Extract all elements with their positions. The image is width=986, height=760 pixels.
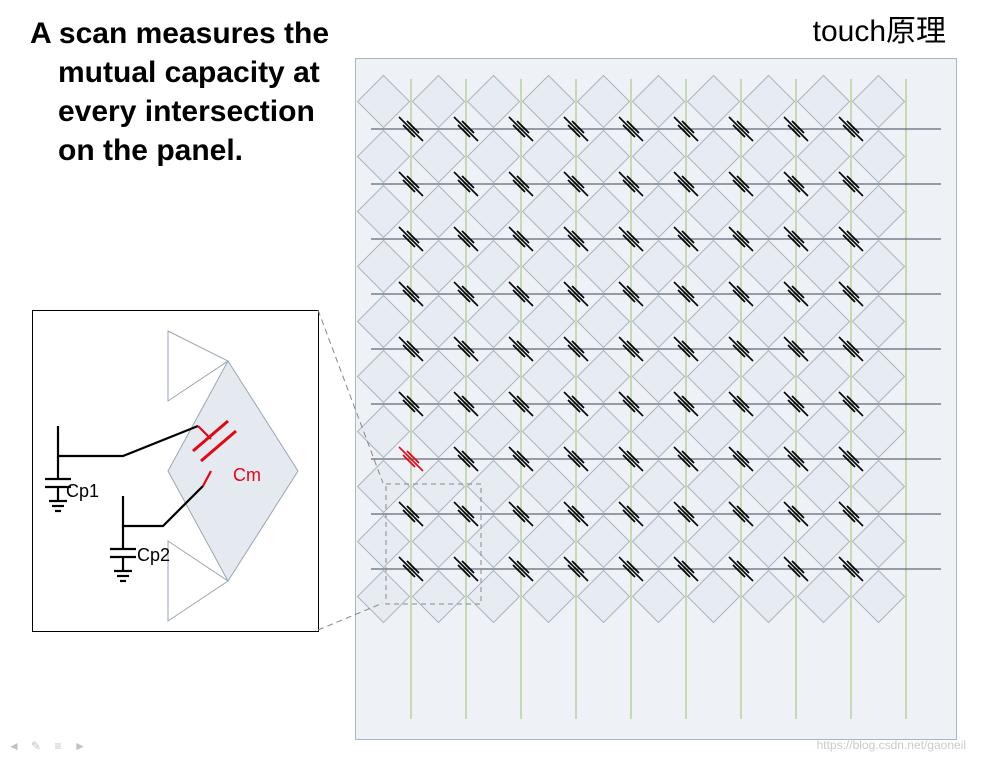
page-root: touch原理 A scan measures the mutual capac… [0, 0, 986, 760]
headline-line-3: every intersection [58, 92, 350, 131]
svg-text:Cp1: Cp1 [66, 481, 99, 501]
headline-line-1: A scan measures the [30, 14, 350, 53]
detail-svg: Cp1 Cp2 Cm [33, 311, 318, 631]
nav-list-icon[interactable]: ≡ [50, 738, 66, 754]
nav-edit-icon[interactable]: ✎ [28, 738, 44, 754]
nav-next-icon[interactable]: ► [72, 738, 88, 754]
headline-block: A scan measures the mutual capacity at e… [30, 14, 350, 170]
page-title-top-right: touch原理 [813, 6, 946, 50]
touch-panel [355, 58, 957, 740]
svg-text:Cp2: Cp2 [137, 545, 170, 565]
nav-prev-icon[interactable]: ◄ [6, 738, 22, 754]
svg-text:Cm: Cm [233, 465, 261, 485]
detail-inset: Cp1 Cp2 Cm [32, 310, 319, 632]
nav-icon-bar: ◄ ✎ ≡ ► [6, 738, 88, 754]
headline-line-4: on the panel. [58, 131, 350, 170]
watermark-text: https://blog.csdn.net/gaoneil [817, 738, 966, 752]
panel-svg [356, 59, 956, 739]
headline-line-2: mutual capacity at [58, 53, 350, 92]
